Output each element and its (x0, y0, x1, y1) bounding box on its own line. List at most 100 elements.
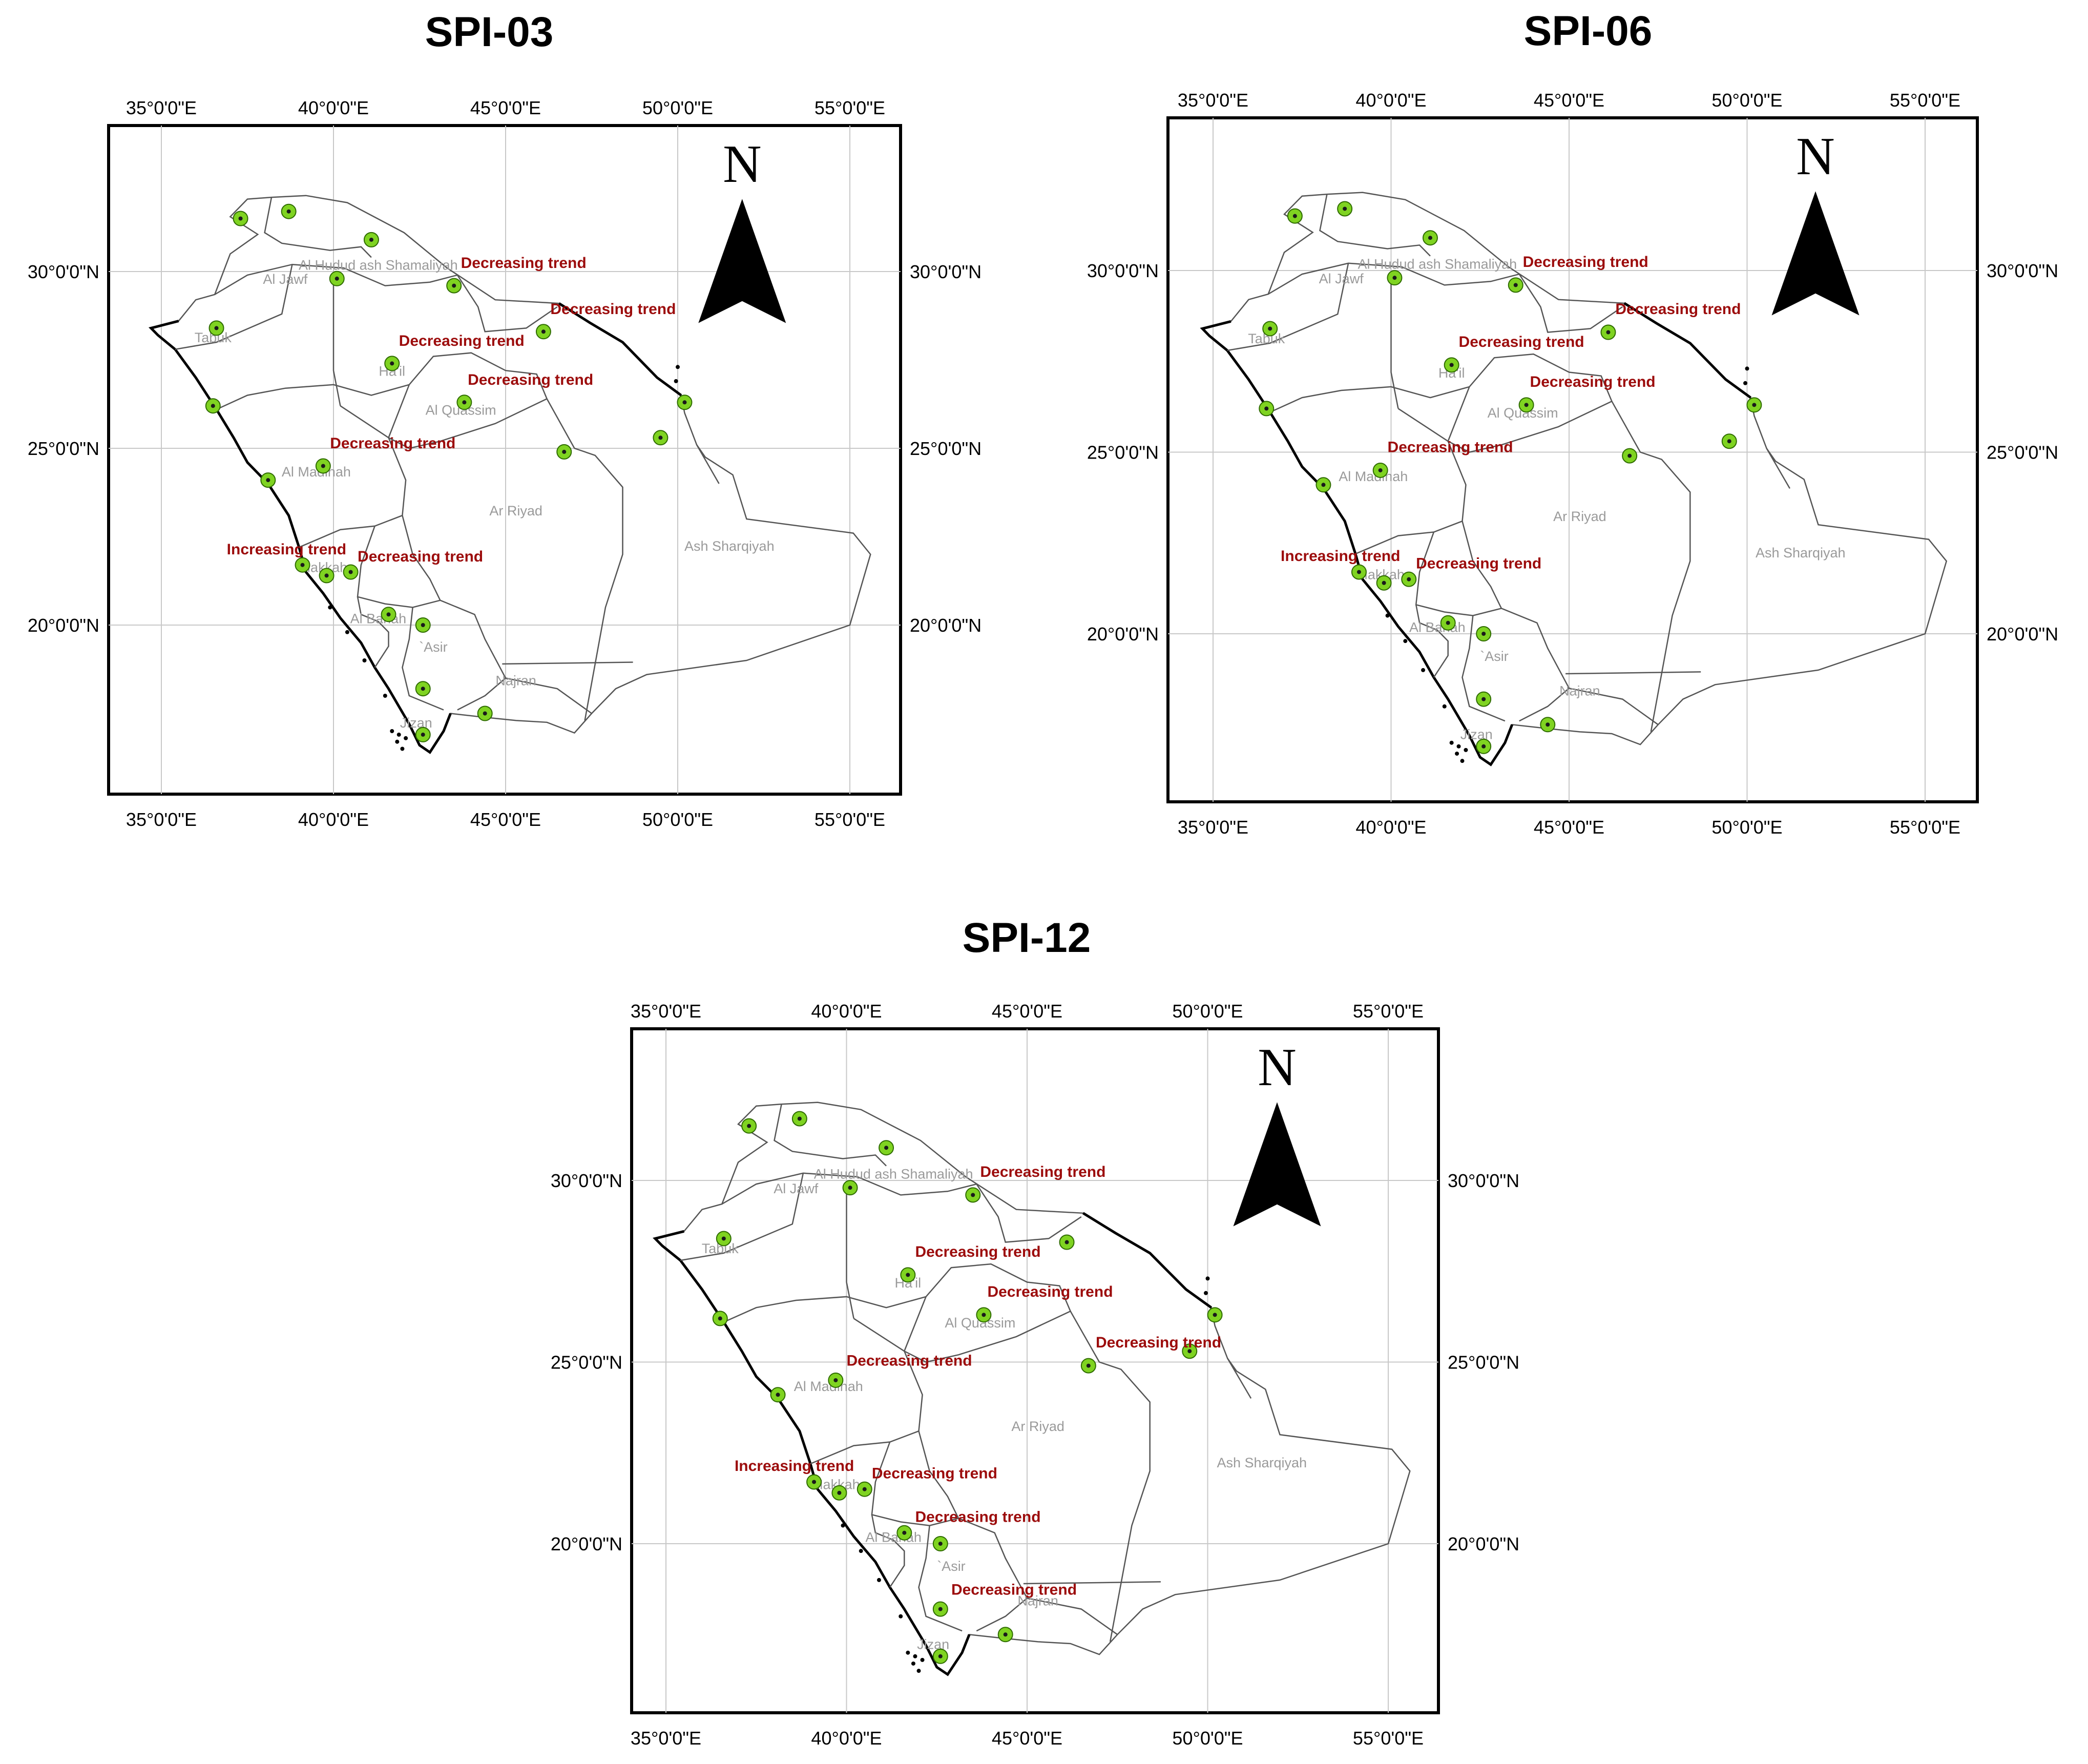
station-center (386, 612, 391, 617)
weather-station-dot-icon (446, 278, 462, 294)
station-center (1064, 1240, 1069, 1244)
weather-station-dot-icon (1080, 1358, 1096, 1374)
weather-station-dot-icon (233, 211, 248, 226)
weather-station-dot-icon (828, 1372, 844, 1388)
region-boundary (680, 1173, 804, 1261)
region-label: Al Hudud ash Shamaliyah (299, 258, 458, 273)
station-center (884, 1146, 889, 1150)
station-center (862, 1487, 867, 1491)
weather-station-dot-icon (208, 320, 224, 336)
map-frame (1166, 116, 1979, 803)
station-center (718, 1316, 722, 1321)
station-center (1407, 577, 1411, 582)
weather-station-dot-icon (842, 1180, 858, 1196)
station-center (1187, 1349, 1192, 1354)
weather-station-dot-icon (1508, 277, 1523, 293)
weather-station-dot-icon (295, 557, 310, 573)
longitude-label-bottom: 55°0'0"E (815, 809, 885, 830)
region-boundary (1518, 274, 1623, 333)
stations (205, 203, 693, 742)
weather-station-dot-icon (535, 324, 551, 340)
latitude-label-left: 20°0'0"N (1087, 624, 1159, 645)
longitude-label-top: 35°0'0"E (631, 1001, 701, 1022)
region-boundary (456, 275, 558, 333)
weather-station-dot-icon (791, 1111, 807, 1127)
station-center (1378, 468, 1383, 472)
island-dot (390, 729, 394, 733)
graticule (1168, 118, 1977, 802)
region-boundary (846, 1184, 854, 1319)
longitude-label-bottom: 50°0'0"E (1711, 817, 1782, 838)
weather-station-dot-icon (1262, 321, 1278, 337)
station-center (300, 563, 305, 567)
station-center (721, 1236, 726, 1241)
trend-label: Increasing trend (227, 541, 346, 558)
trend-label: Decreasing trend (915, 1243, 1040, 1260)
region-boundary (1415, 605, 1449, 678)
island-dot (395, 739, 400, 744)
island-dot (911, 1661, 915, 1666)
island-dot (1205, 1276, 1210, 1281)
region-label: `Asir (1480, 649, 1509, 664)
longitude-label-bottom: 40°0'0"E (811, 1728, 882, 1749)
station-center (1481, 697, 1486, 701)
region-label: Ash Sharqiyah (1217, 1455, 1307, 1470)
region-label: Al Bahah (1409, 619, 1466, 635)
region-boundary (918, 1430, 1118, 1635)
region-boundaries (680, 1104, 1252, 1642)
region-boundaries (1227, 194, 1790, 732)
longitude-label-top: 55°0'0"E (815, 97, 885, 118)
weather-station-dot-icon (932, 1601, 948, 1617)
region-label: Najran (1017, 1593, 1058, 1609)
north-arrow-shape (1233, 1102, 1321, 1227)
region-boundary (871, 1514, 905, 1588)
region-boundary (774, 1104, 887, 1167)
station-center (1343, 206, 1347, 211)
trend-label: Decreasing trend (980, 1164, 1105, 1180)
region-boundary (721, 1172, 977, 1205)
weather-station-dot-icon (315, 458, 331, 474)
weather-station-dot-icon (965, 1187, 981, 1203)
longitude-label-bottom: 40°0'0"E (298, 809, 369, 830)
island-dot (1442, 704, 1447, 709)
longitude-label-bottom: 45°0'0"E (470, 809, 541, 830)
weather-station-dot-icon (1518, 397, 1534, 413)
weather-station-dot-icon (1476, 626, 1492, 641)
weather-station-dot-icon (932, 1536, 948, 1551)
latitude-label-left: 25°0'0"N (551, 1352, 622, 1373)
longitude-label-top: 50°0'0"E (642, 97, 713, 118)
weather-station-dot-icon (879, 1140, 894, 1156)
island-dot (345, 630, 349, 634)
trend-label: Increasing trend (1281, 548, 1400, 565)
weather-station-dot-icon (932, 1648, 948, 1664)
island-dot (1456, 744, 1461, 749)
map-frame (107, 124, 902, 796)
station-center (483, 711, 487, 716)
region-boundary (402, 607, 444, 711)
station-center (797, 1116, 802, 1121)
weather-station-dot-icon (415, 727, 431, 742)
longitude-label-bottom: 55°0'0"E (1890, 817, 1960, 838)
island-dot (899, 1614, 903, 1618)
longitude-label-bottom: 50°0'0"E (1172, 1728, 1243, 1749)
weather-station-dot-icon (1387, 270, 1403, 286)
island-dot (1745, 366, 1749, 371)
longitude-label-top: 40°0'0"E (811, 1001, 882, 1022)
station-center (1727, 439, 1731, 444)
trend-label: Decreasing trend (399, 333, 525, 349)
longitude-label-top: 50°0'0"E (1172, 1001, 1243, 1022)
island-dot (916, 1669, 921, 1673)
station-center (682, 400, 687, 405)
island-dot (920, 1657, 925, 1662)
island-dot (1403, 639, 1408, 644)
region-boundary (1461, 521, 1659, 725)
latitude-label-left: 25°0'0"N (28, 438, 99, 459)
trend-label: Decreasing trend (915, 1508, 1040, 1525)
station-center (971, 1193, 975, 1197)
station-center (211, 404, 215, 408)
weather-station-dot-icon (1476, 691, 1492, 707)
